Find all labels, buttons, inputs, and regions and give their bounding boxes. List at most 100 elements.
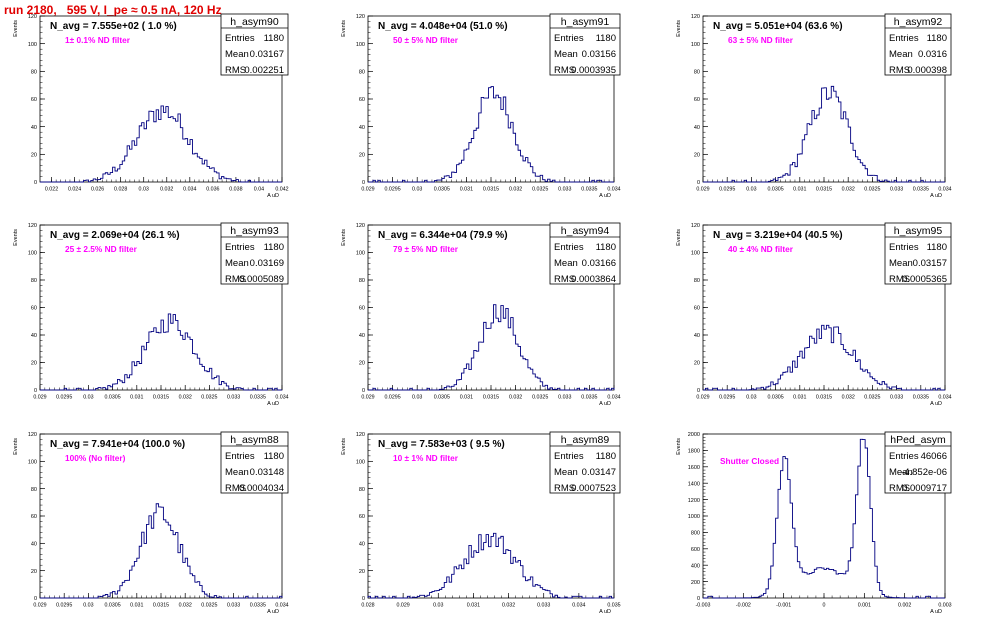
x-tick-label: 0.0295 bbox=[56, 395, 72, 401]
histogram-name: h_asym95 bbox=[894, 225, 943, 237]
x-tick-label: 0.0305 bbox=[104, 603, 120, 609]
x-tick-label: 0.026 bbox=[91, 187, 104, 193]
stats-rms-value: 0.0007523 bbox=[571, 483, 616, 494]
stats-mean-label: Mean bbox=[889, 49, 913, 60]
y-tick-label: 60 bbox=[694, 306, 700, 312]
x-tick-label: 0.0335 bbox=[581, 187, 597, 193]
x-tick-label: 0.032 bbox=[160, 187, 173, 193]
y-tick-label: 20 bbox=[359, 361, 365, 367]
x-tick-label: 0.032 bbox=[502, 603, 515, 609]
stats-rms-label: RMS bbox=[225, 65, 246, 76]
x-tick-label: 0.029 bbox=[361, 187, 374, 193]
y-tick-label: 120 bbox=[691, 223, 700, 229]
navg-box bbox=[46, 19, 208, 31]
y-tick-label: 1800 bbox=[688, 449, 700, 455]
y-tick-label: 80 bbox=[694, 278, 700, 284]
x-tick-label: 0.0305 bbox=[767, 395, 783, 401]
x-tick-label: 0.029 bbox=[397, 603, 410, 609]
x-tick-label: 0.034 bbox=[183, 187, 196, 193]
y-tick-label: 1600 bbox=[688, 465, 700, 471]
navg-box bbox=[374, 228, 536, 240]
stats-rms-value: 0.0009717 bbox=[902, 483, 947, 494]
stats-mean-value: 0.03167 bbox=[250, 49, 284, 60]
histogram-line bbox=[703, 85, 945, 183]
x-tick-label: 0.0335 bbox=[913, 395, 929, 401]
x-tick-label: 0.03 bbox=[139, 187, 149, 193]
y-axis-label: Events bbox=[341, 20, 347, 37]
y-tick-label: 40 bbox=[359, 333, 365, 339]
x-axis-label: A uD bbox=[599, 609, 611, 615]
x-tick-label: 0.038 bbox=[229, 187, 242, 193]
stats-mean-value: 0.03156 bbox=[582, 49, 616, 60]
histogram-panel: 0 20 40 60 80 100 120 Events 0.029 0.0295 0.03 0.03… bbox=[676, 222, 952, 407]
x-tick-label: 0.032 bbox=[842, 395, 855, 401]
stats-mean-value: 0.03147 bbox=[582, 467, 616, 478]
navg-box bbox=[374, 19, 536, 31]
histogram-panel: 0 20 40 60 80 100 120 Events 0.029 0.0295 0.03 0.03… bbox=[13, 431, 289, 615]
stats-rms-value: 0.0003935 bbox=[571, 65, 616, 76]
stats-entries-label: Entries bbox=[554, 33, 584, 44]
y-tick-label: 120 bbox=[691, 14, 700, 20]
y-tick-label: 80 bbox=[31, 278, 37, 284]
y-tick-label: 20 bbox=[694, 361, 700, 367]
y-tick-label: 40 bbox=[31, 333, 37, 339]
y-tick-label: 60 bbox=[359, 514, 365, 520]
x-axis-label: A uD bbox=[267, 609, 279, 615]
x-tick-label: 0.0335 bbox=[250, 603, 266, 609]
x-axis-label: A uD bbox=[930, 193, 942, 199]
stats-rms-label: RMS bbox=[554, 483, 575, 494]
stats-entries-value: 46066 bbox=[921, 451, 947, 462]
histogram-line bbox=[368, 86, 614, 183]
navg-label: N_avg = 7.555e+02 ( 1.0 %) bbox=[50, 21, 177, 32]
y-tick-label: 800 bbox=[691, 531, 700, 537]
x-tick-label: 0.0335 bbox=[250, 395, 266, 401]
y-tick-label: 0 bbox=[362, 596, 365, 602]
stats-box bbox=[220, 431, 289, 494]
filter-label: 100% (No filter) bbox=[65, 453, 126, 463]
stats-mean-value: 0.03157 bbox=[913, 258, 947, 269]
y-tick-label: 2000 bbox=[688, 432, 700, 438]
x-tick-label: 0.022 bbox=[45, 187, 58, 193]
x-tick-label: -0.003 bbox=[695, 603, 710, 609]
navg-label: N_avg = 2.069e+04 (26.1 %) bbox=[50, 230, 180, 241]
x-tick-label: 0.0295 bbox=[384, 187, 400, 193]
histogram-panel: 0 20 40 60 80 100 120 Events 0.029 0.0295 0.03 0.03… bbox=[676, 13, 952, 199]
y-tick-label: 0 bbox=[697, 388, 700, 394]
x-tick-label: 0.028 bbox=[361, 603, 374, 609]
stats-entries-value: 1180 bbox=[596, 33, 616, 44]
x-tick-label: 0.033 bbox=[227, 395, 240, 401]
x-tick-label: 0.0315 bbox=[153, 395, 169, 401]
y-tick-label: 80 bbox=[694, 70, 700, 76]
stats-rms-value: 0.0003864 bbox=[571, 274, 616, 285]
navg-box bbox=[374, 437, 536, 449]
x-tick-label: 0.0335 bbox=[913, 187, 929, 193]
y-tick-label: 120 bbox=[28, 223, 37, 229]
stats-mean-value: 0.0316 bbox=[918, 49, 947, 60]
y-tick-label: 120 bbox=[356, 14, 365, 20]
x-tick-label: 0.031 bbox=[130, 395, 143, 401]
stats-entries-label: Entries bbox=[225, 33, 255, 44]
y-tick-label: 0 bbox=[34, 180, 37, 186]
histogram-panel: 0 20 40 60 80 100 120 Events 0.028 0.029 0.03 0.031… bbox=[341, 431, 621, 615]
x-tick-label: 0.03 bbox=[433, 603, 443, 609]
x-tick-label: 0.0305 bbox=[767, 187, 783, 193]
y-axis-label: Events bbox=[676, 438, 682, 455]
x-tick-label: 0.024 bbox=[68, 187, 81, 193]
x-tick-label: 0.029 bbox=[33, 395, 46, 401]
stats-rms-label: RMS bbox=[889, 483, 910, 494]
x-tick-label: 0.0315 bbox=[816, 395, 832, 401]
filter-label: 25 ± 2.5% ND filter bbox=[65, 244, 138, 254]
y-tick-label: 80 bbox=[31, 70, 37, 76]
navg-box bbox=[709, 228, 871, 240]
stats-rms-label: RMS bbox=[225, 274, 246, 285]
histogram-line bbox=[367, 532, 614, 599]
stats-box bbox=[884, 13, 952, 76]
stats-mean-label: Mean bbox=[889, 258, 913, 269]
stats-rms-label: RMS bbox=[889, 65, 910, 76]
x-tick-label: 0.031 bbox=[467, 603, 480, 609]
y-tick-label: 20 bbox=[31, 153, 37, 159]
histogram-line bbox=[703, 438, 945, 599]
histogram-line bbox=[40, 313, 282, 391]
stats-mean-value: 0.03169 bbox=[250, 258, 284, 269]
y-tick-label: 120 bbox=[28, 14, 37, 20]
